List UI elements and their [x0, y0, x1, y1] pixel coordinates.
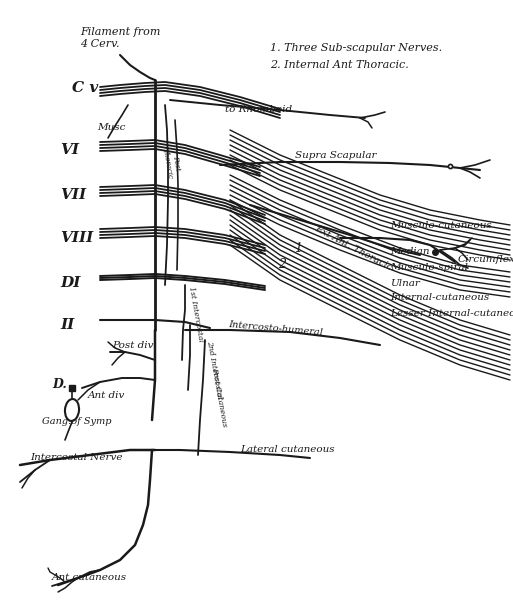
Text: Lesser Internal-cutaneous: Lesser Internal-cutaneous: [390, 308, 513, 317]
Text: Supra Scapular: Supra Scapular: [295, 151, 377, 160]
Text: II: II: [60, 318, 74, 332]
Text: D.: D.: [52, 379, 67, 391]
Ellipse shape: [65, 399, 79, 421]
Text: 1. Three Sub-scapular Nerves.: 1. Three Sub-scapular Nerves.: [270, 43, 442, 53]
Text: Ext Ant. Thoracic: Ext Ant. Thoracic: [313, 224, 393, 272]
Text: C v: C v: [72, 81, 98, 95]
Text: Post
Thoracic: Post Thoracic: [161, 147, 183, 180]
Text: VIII: VIII: [60, 231, 93, 245]
Text: Circumflex: Circumflex: [458, 256, 513, 265]
Text: Median: Median: [390, 247, 429, 257]
Text: 1: 1: [294, 241, 302, 254]
Text: Ant div: Ant div: [88, 391, 125, 400]
Text: Ant cutaneous: Ant cutaneous: [52, 574, 127, 583]
Text: DI: DI: [60, 276, 81, 290]
Text: Filament from
4 Cerv.: Filament from 4 Cerv.: [80, 27, 161, 49]
Text: 2nd Intercostal: 2nd Intercostal: [205, 340, 223, 399]
Text: VI: VI: [60, 143, 79, 157]
Text: 2. Internal Ant Thoracic.: 2. Internal Ant Thoracic.: [270, 60, 409, 70]
Text: 2: 2: [278, 259, 286, 271]
Text: Musc: Musc: [97, 124, 125, 133]
Text: Post div: Post div: [112, 340, 153, 349]
Text: Post Cutaneous: Post Cutaneous: [210, 367, 228, 428]
Text: Intercosto-humeral: Intercosto-humeral: [228, 320, 323, 338]
Text: Intercostal Nerve: Intercostal Nerve: [30, 452, 123, 461]
Text: Internal-cutaneous: Internal-cutaneous: [390, 293, 489, 302]
Text: Lateral cutaneous: Lateral cutaneous: [240, 445, 334, 455]
Text: Ulnar: Ulnar: [390, 278, 420, 287]
Text: to Rhomboid: to Rhomboid: [225, 106, 292, 115]
Text: Musculo-spiral: Musculo-spiral: [390, 263, 468, 272]
Text: Musculo-cutaneous: Musculo-cutaneous: [390, 220, 492, 229]
Text: Gang.of Symp: Gang.of Symp: [42, 418, 111, 427]
Text: 1st Intercostal: 1st Intercostal: [187, 286, 205, 343]
Text: VII: VII: [60, 188, 86, 202]
